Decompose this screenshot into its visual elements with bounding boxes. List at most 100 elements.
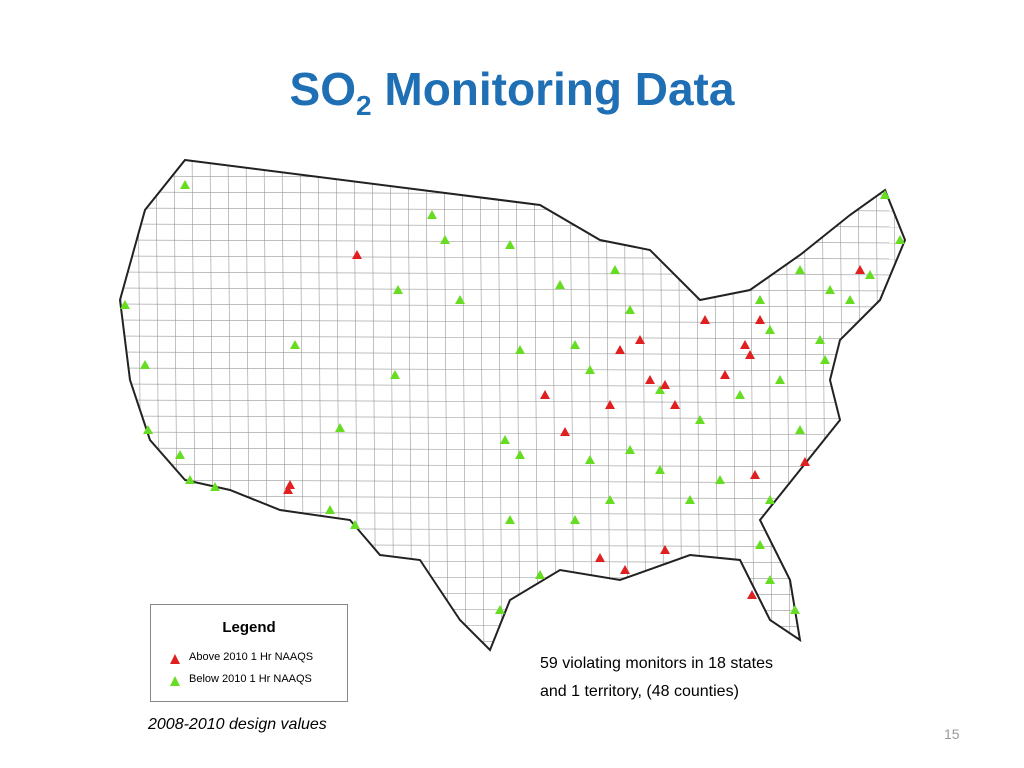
monitor-marker (505, 240, 515, 249)
monitor-marker (765, 495, 775, 504)
legend-icon-green (170, 676, 180, 686)
county-line (120, 191, 905, 196)
monitor-marker (795, 425, 805, 434)
monitor-marker (615, 345, 625, 354)
county-line (155, 160, 161, 650)
county-line (120, 351, 905, 356)
monitor-marker (655, 385, 665, 394)
county-line (245, 160, 251, 650)
county-line (120, 175, 905, 180)
monitor-marker (390, 370, 400, 379)
county-line (731, 160, 737, 650)
monitor-marker (560, 427, 570, 436)
monitor-marker (595, 553, 605, 562)
county-line (120, 160, 125, 650)
monitor-marker (625, 445, 635, 454)
monitor-marker (175, 450, 185, 459)
county-line (227, 160, 233, 650)
county-line (120, 479, 905, 484)
legend: Legend Above 2010 1 Hr NAAQS Below 2010 … (150, 604, 348, 702)
legend-item: Below 2010 1 Hr NAAQS (189, 673, 312, 685)
county-line (893, 160, 899, 650)
county-line (120, 559, 905, 564)
monitor-marker (740, 340, 750, 349)
county-line (335, 160, 341, 650)
monitor-marker (755, 295, 765, 304)
monitor-marker (540, 390, 550, 399)
county-line (120, 319, 905, 324)
county-line (120, 399, 905, 404)
monitor-marker (625, 305, 635, 314)
monitor-marker (620, 565, 630, 574)
monitor-marker (720, 370, 730, 379)
county-line (263, 160, 269, 650)
county-line (120, 271, 905, 276)
county-line (497, 160, 503, 650)
annotation-line: and 1 territory, (48 counties) (540, 683, 739, 700)
county-line (569, 160, 575, 650)
us-map (118, 158, 907, 652)
monitor-marker (750, 470, 760, 479)
county-line (713, 160, 719, 650)
monitor-marker (825, 285, 835, 294)
county-line (317, 160, 323, 650)
county-line (371, 160, 377, 650)
monitor-marker (747, 590, 757, 599)
county-line (120, 223, 905, 228)
county-line (120, 431, 905, 436)
monitor-marker (180, 180, 190, 189)
county-line (479, 160, 485, 650)
annotation: 59 violating monitors in 18 states and 1… (540, 650, 773, 706)
monitor-marker (120, 300, 130, 309)
county-line (120, 495, 905, 500)
monitor-marker (765, 325, 775, 334)
monitor-marker (715, 475, 725, 484)
monitor-marker (393, 285, 403, 294)
us-outline (118, 158, 907, 652)
legend-title: Legend (222, 619, 276, 636)
monitor-marker (660, 545, 670, 554)
county-line (587, 160, 593, 650)
county-line (803, 160, 809, 650)
county-line (120, 383, 905, 388)
monitor-marker (605, 400, 615, 409)
monitor-marker (440, 235, 450, 244)
monitor-marker (670, 400, 680, 409)
county-line (407, 160, 413, 650)
county-line (695, 160, 701, 650)
monitor-marker (585, 365, 595, 374)
county-line (120, 303, 905, 308)
county-line (120, 207, 905, 212)
county-line (120, 447, 905, 452)
monitor-marker (570, 340, 580, 349)
county-line (281, 160, 287, 650)
county-line (443, 160, 449, 650)
monitor-marker (535, 570, 545, 579)
monitor-marker (775, 375, 785, 384)
monitor-marker (555, 280, 565, 289)
monitor-marker (635, 335, 645, 344)
county-line (173, 160, 179, 650)
county-line (659, 160, 665, 650)
monitor-marker (210, 482, 220, 491)
monitor-marker (765, 575, 775, 584)
county-line (857, 160, 863, 650)
county-line (677, 160, 683, 650)
monitor-marker (610, 265, 620, 274)
county-line (389, 160, 395, 650)
county-line (120, 527, 905, 532)
legend-icon-red (170, 654, 180, 664)
monitor-marker (795, 265, 805, 274)
monitor-marker (855, 265, 865, 274)
county-line (120, 415, 905, 420)
monitor-marker (735, 390, 745, 399)
monitor-marker (755, 540, 765, 549)
monitor-marker (790, 605, 800, 614)
monitor-marker (427, 210, 437, 219)
county-line (425, 160, 431, 650)
monitor-marker (143, 425, 153, 434)
monitor-marker (745, 350, 755, 359)
monitor-marker (515, 345, 525, 354)
monitor-marker (283, 485, 293, 494)
